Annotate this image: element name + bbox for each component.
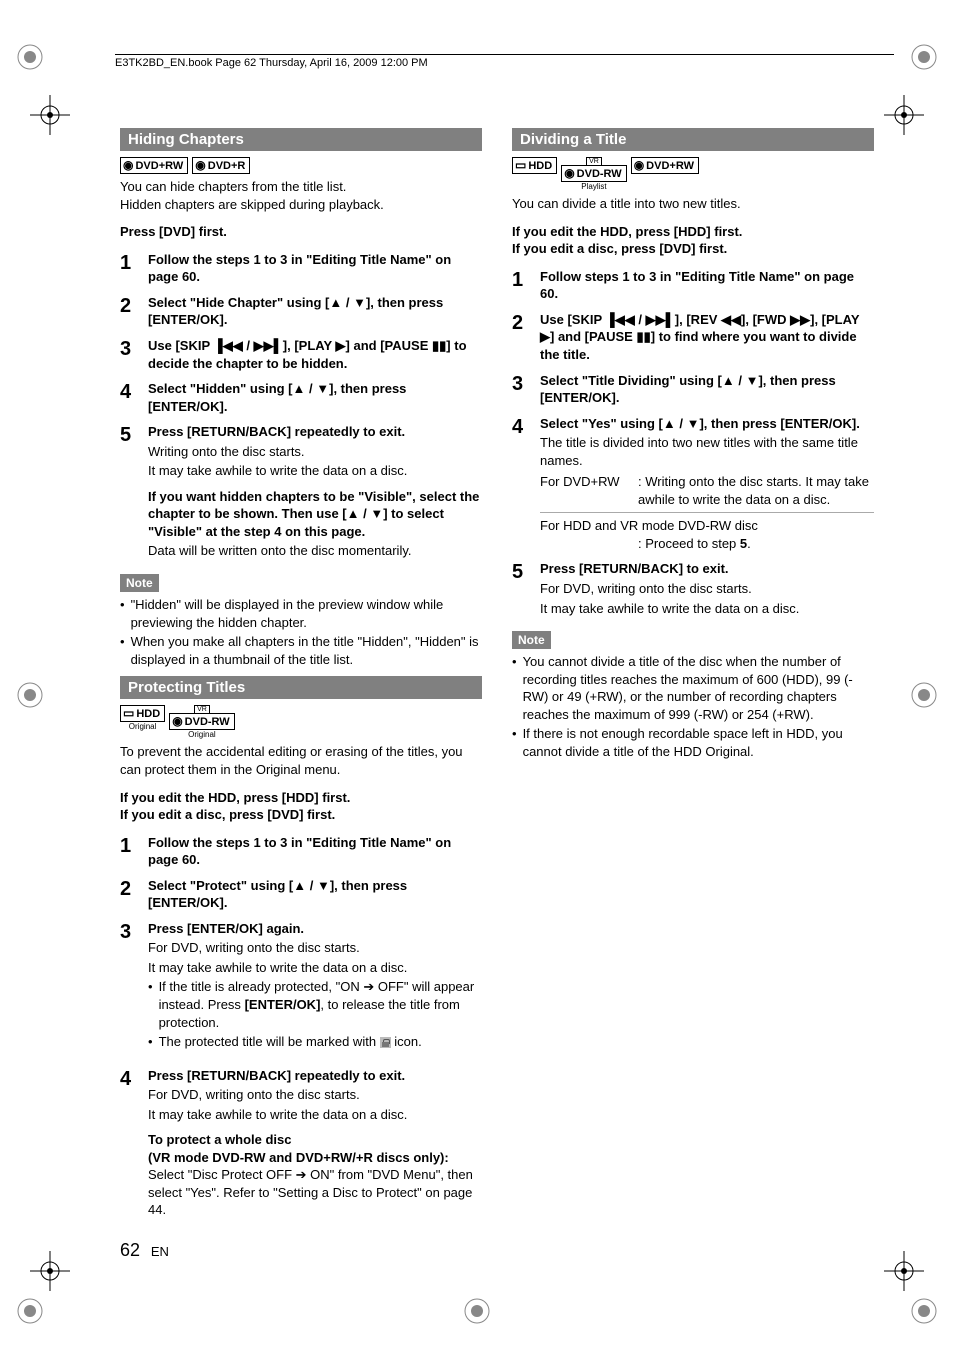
skip-fwd-icon: ▶▶▌ xyxy=(254,338,283,353)
step-3: 3 Select "Title Dividing" using [▲ / ▼],… xyxy=(512,372,874,407)
pause-icon: ▮▮ xyxy=(636,329,650,344)
steps-hiding: 1 Follow the steps 1 to 3 in "Editing Ti… xyxy=(120,251,482,560)
step-5: 5 Press [RETURN/BACK] repeatedly to exit… xyxy=(120,423,482,560)
print-header: E3TK2BD_EN.book Page 62 Thursday, April … xyxy=(115,54,894,69)
note-item: When you make all chapters in the title … xyxy=(120,633,482,668)
reg-mark-icon xyxy=(15,42,45,72)
down-icon: ▼ xyxy=(687,416,700,431)
lock-icon xyxy=(380,1037,391,1048)
step-2: 2 Use [SKIP ▐◀◀ / ▶▶▌], [REV ◀◀], [FWD ▶… xyxy=(512,311,874,364)
reg-mark-icon xyxy=(15,1296,45,1326)
play-icon: ▶ xyxy=(540,329,550,344)
step-3: 3 Use [SKIP ▐◀◀ / ▶▶▌], [PLAY ▶] and [PA… xyxy=(120,337,482,372)
notes-hiding: "Hidden" will be displayed in the previe… xyxy=(120,596,482,668)
page-lang: EN xyxy=(151,1244,169,1259)
badge-dvd-rw: VR ◉DVD-RW Original xyxy=(169,705,235,739)
up-icon: ▲ xyxy=(722,373,735,388)
step-4: 4 Select "Yes" using [▲ / ▼], then press… xyxy=(512,415,874,553)
badge-dvd-rw: VR ◉DVD-RW Playlist xyxy=(561,157,627,191)
arrow-icon: ➔ xyxy=(363,979,374,994)
note-label: Note xyxy=(120,574,159,592)
sub-bullet: If the title is already protected, "ON ➔… xyxy=(148,978,482,1031)
skip-fwd-icon: ▶▶▌ xyxy=(646,312,675,327)
reg-mark-icon xyxy=(909,42,939,72)
skip-back-icon: ▐◀◀ xyxy=(214,338,243,353)
play-icon: ▶ xyxy=(336,338,346,353)
crop-mark-icon xyxy=(30,1251,70,1291)
disc-icon: ◉ xyxy=(195,159,205,172)
arrow-icon: ➔ xyxy=(296,1167,307,1182)
intro-text: You can hide chapters from the title lis… xyxy=(120,178,482,213)
fwd-icon: ▶▶ xyxy=(790,312,810,327)
steps-dividing: 1 Follow steps 1 to 3 in "Editing Title … xyxy=(512,268,874,617)
down-icon: ▼ xyxy=(317,878,330,893)
down-icon: ▼ xyxy=(353,295,366,310)
down-icon: ▼ xyxy=(370,506,383,521)
badges-dividing: ▭HDD VR ◉DVD-RW Playlist ◉DVD+RW xyxy=(512,157,874,191)
notes-dividing: You cannot divide a title of the disc wh… xyxy=(512,653,874,760)
press-instruction: Press [DVD] first. xyxy=(120,223,482,241)
badge-hdd: ▭HDD Original xyxy=(120,705,165,731)
section-header-dividing: Dividing a Title xyxy=(512,128,874,151)
crop-mark-icon xyxy=(884,1251,924,1291)
up-icon: ▲ xyxy=(663,416,676,431)
note-item: If there is not enough recordable space … xyxy=(512,725,874,760)
section-header-hiding: Hiding Chapters xyxy=(120,128,482,151)
left-column: Hiding Chapters ◉DVD+RW ◉DVD+R You can h… xyxy=(120,128,482,1227)
press-instruction: If you edit the HDD, press [HDD] first. … xyxy=(512,223,874,258)
note-item: You cannot divide a title of the disc wh… xyxy=(512,653,874,723)
note-label: Note xyxy=(512,631,551,649)
right-column: Dividing a Title ▭HDD VR ◉DVD-RW Playlis… xyxy=(512,128,874,1227)
step-3: 3 Press [ENTER/OK] again. For DVD, writi… xyxy=(120,920,482,1059)
crop-mark-icon xyxy=(30,95,70,135)
rev-icon: ◀◀ xyxy=(721,312,741,327)
step-5: 5 Press [RETURN/BACK] to exit. For DVD, … xyxy=(512,560,874,617)
badge-dvd-plus-rw: ◉DVD+RW xyxy=(120,157,188,174)
hdd-icon: ▭ xyxy=(123,707,134,720)
intro-text: To prevent the accidental editing or era… xyxy=(120,743,482,778)
page: E3TK2BD_EN.book Page 62 Thursday, April … xyxy=(0,0,954,1351)
hdd-icon: ▭ xyxy=(515,159,526,172)
page-number: 62 xyxy=(120,1240,140,1260)
badge-hdd: ▭HDD xyxy=(512,157,557,174)
pause-icon: ▮▮ xyxy=(432,338,446,353)
disc-icon: ◉ xyxy=(634,159,644,172)
press-instruction: If you edit the HDD, press [HDD] first. … xyxy=(120,789,482,824)
intro-text: You can divide a title into two new titl… xyxy=(512,195,874,213)
page-footer: 62 EN xyxy=(120,1240,169,1261)
step-4: 4 Select "Hidden" using [▲ / ▼], then pr… xyxy=(120,380,482,415)
header-text: E3TK2BD_EN.book Page 62 Thursday, April … xyxy=(115,57,428,69)
disc-icon: ◉ xyxy=(172,715,182,728)
step-1: 1 Follow the steps 1 to 3 in "Editing Ti… xyxy=(120,251,482,286)
steps-protecting: 1 Follow the steps 1 to 3 in "Editing Ti… xyxy=(120,834,482,1219)
badge-dvd-plus-r: ◉DVD+R xyxy=(192,157,250,174)
skip-back-icon: ▐◀◀ xyxy=(606,312,635,327)
content-columns: Hiding Chapters ◉DVD+RW ◉DVD+R You can h… xyxy=(0,50,954,1227)
step-1: 1 Follow the steps 1 to 3 in "Editing Ti… xyxy=(120,834,482,869)
section-header-protecting: Protecting Titles xyxy=(120,676,482,699)
note-item: "Hidden" will be displayed in the previe… xyxy=(120,596,482,631)
reg-mark-icon xyxy=(15,680,45,710)
badge-dvd-plus-rw: ◉DVD+RW xyxy=(631,157,699,174)
sub-bullet: The protected title will be marked with … xyxy=(148,1033,482,1051)
up-icon: ▲ xyxy=(329,295,342,310)
step-2: 2 Select "Hide Chapter" using [▲ / ▼], t… xyxy=(120,294,482,329)
step-4: 4 Press [RETURN/BACK] repeatedly to exit… xyxy=(120,1067,482,1219)
down-icon: ▼ xyxy=(316,381,329,396)
crop-mark-icon xyxy=(884,95,924,135)
reg-mark-icon xyxy=(462,1296,492,1326)
badges-hiding: ◉DVD+RW ◉DVD+R xyxy=(120,157,482,174)
down-icon: ▼ xyxy=(746,373,759,388)
reg-mark-icon xyxy=(909,1296,939,1326)
disc-icon: ◉ xyxy=(123,159,133,172)
reg-mark-icon xyxy=(909,680,939,710)
up-icon: ▲ xyxy=(293,381,306,396)
disc-icon: ◉ xyxy=(564,167,574,180)
step-2: 2 Select "Protect" using [▲ / ▼], then p… xyxy=(120,877,482,912)
up-icon: ▲ xyxy=(293,878,306,893)
step-1: 1 Follow steps 1 to 3 in "Editing Title … xyxy=(512,268,874,303)
badges-protecting: ▭HDD Original VR ◉DVD-RW Original xyxy=(120,705,482,739)
up-icon: ▲ xyxy=(347,506,360,521)
